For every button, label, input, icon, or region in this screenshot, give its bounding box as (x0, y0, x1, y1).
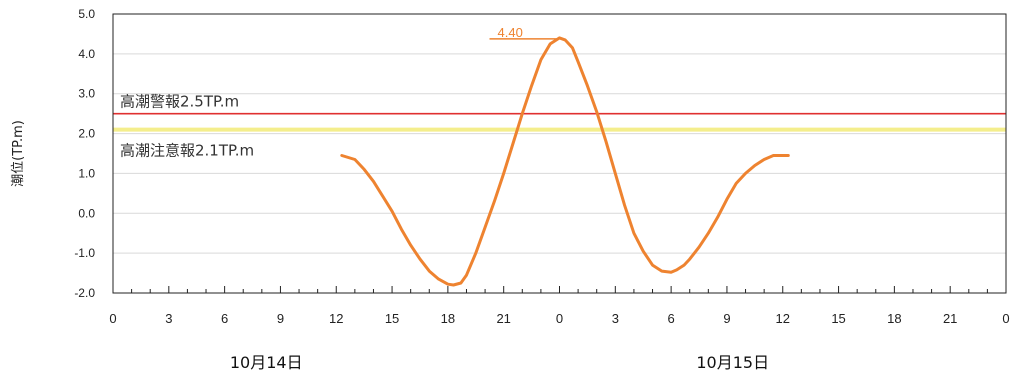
y-tick-label: -2.0 (74, 286, 95, 300)
x-tick-label: 6 (668, 311, 675, 326)
grid-lines (113, 53, 1006, 254)
x-tick-label: 15 (385, 311, 399, 326)
threshold-label: 高潮注意報2.1TP.m (120, 142, 254, 160)
x-tick-label: 18 (441, 311, 455, 326)
x-tick-label: 12 (329, 311, 343, 326)
x-tick-label: 6 (221, 311, 228, 326)
y-tick-label: 3.0 (78, 87, 95, 101)
y-tick-label: -1.0 (74, 246, 95, 260)
x-tick-label: 21 (943, 311, 957, 326)
tide-line (340, 36, 790, 287)
threshold-lines (113, 112, 1006, 132)
x-tick-label: 21 (496, 311, 510, 326)
x-tick-label: 0 (1002, 311, 1009, 326)
label-layer: 10月14日 10月15日 高潮警報2.5TP.m 高潮注意報2.1TP.m 4.40 (120, 25, 769, 372)
x-tick-label: 9 (723, 311, 730, 326)
y-tick-label: 1.0 (78, 166, 95, 180)
x-tick-label: 0 (109, 311, 116, 326)
date-label: 10月15日 (696, 353, 769, 372)
x-tick-label: 12 (776, 311, 790, 326)
x-tick-label: 15 (831, 311, 845, 326)
x-tick-label: 0 (556, 311, 563, 326)
series-layer (340, 36, 790, 287)
threshold-label: 高潮警報2.5TP.m (120, 93, 239, 111)
y-axis-label: 潮位(TP.m) (11, 120, 26, 187)
axes: 5.0 4.0 3.0 2.0 1.0 0.0 -1.0 -2.0 0 3 6 9 12 15 18 21 0 3… (11, 7, 1010, 326)
x-tick-label: 3 (165, 311, 172, 326)
y-tick-label: 0.0 (78, 206, 95, 220)
y-tick-label: 5.0 (78, 7, 95, 21)
x-tick-label: 18 (887, 311, 901, 326)
date-label: 10月14日 (230, 353, 303, 372)
x-tick-label: 9 (277, 311, 284, 326)
y-tick-label: 2.0 (78, 127, 95, 141)
peak-value-label: 4.40 (498, 25, 523, 40)
y-tick-label: 4.0 (78, 47, 95, 61)
x-tick-label: 3 (612, 311, 619, 326)
